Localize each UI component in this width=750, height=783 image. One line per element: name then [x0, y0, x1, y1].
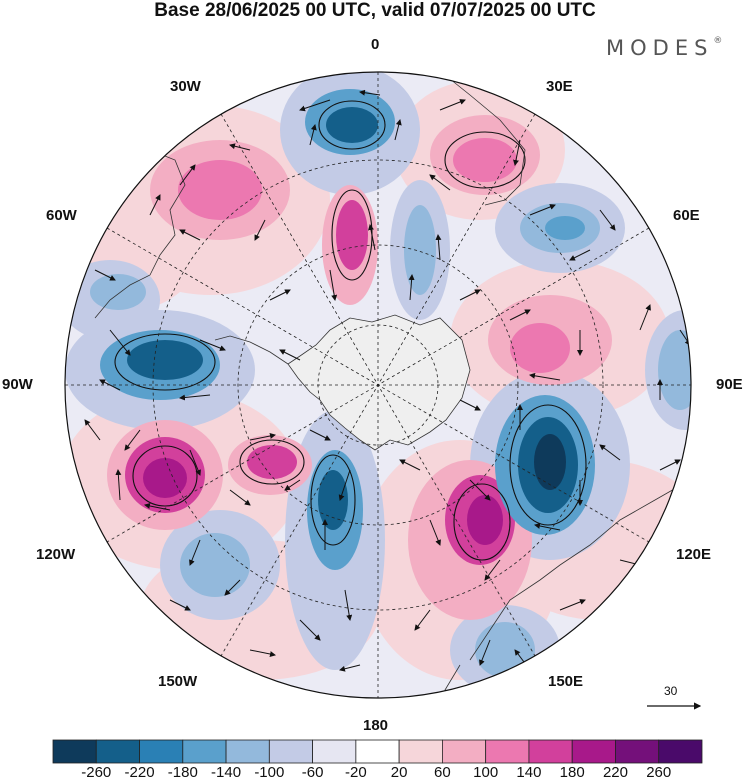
antarctica-landmass: [287, 314, 471, 451]
map-border: [64, 71, 692, 699]
colorbar-swatch: [225, 739, 270, 764]
anomaly-negative-core: [534, 434, 566, 490]
colorbar-tick-label: -220: [124, 764, 155, 781]
vector-scale-label: 30: [664, 684, 678, 698]
brand-name: MODES: [606, 36, 714, 60]
anomaly-negative-core: [318, 470, 348, 530]
lon-label-120e: 120E: [676, 546, 712, 563]
lon-label-150e: 150E: [548, 673, 584, 690]
colorbar-swatch: [441, 739, 487, 764]
colorbar-tick-label: -260: [81, 764, 112, 781]
colorbar-tick-label: -140: [211, 764, 242, 781]
lon-label-180: 180: [363, 717, 389, 734]
colorbar-tick-label: 20: [390, 764, 408, 781]
wind-vectors: [84, 89, 691, 672]
lon-label-120w: 120W: [36, 546, 76, 563]
colorbar-swatch: [312, 739, 357, 764]
colorbar-swatch: [52, 739, 97, 764]
lon-label-0: 0: [371, 36, 380, 53]
colorbar-swatch: [268, 739, 314, 764]
colorbar-tick-label: 140: [516, 764, 542, 781]
colorbar-swatch: [658, 739, 703, 764]
africa-coast: [444, 74, 526, 206]
anomaly-positive-core: [336, 200, 368, 270]
anomaly-negative-core: [475, 622, 535, 678]
colorbar-tick-label: -100: [254, 764, 285, 781]
graticule: [65, 72, 691, 698]
colorbar-swatch: [528, 739, 573, 764]
colorbar-swatch: [615, 739, 660, 764]
lon-label-150w: 150W: [158, 673, 198, 690]
colorbar-tick-label: 180: [559, 764, 585, 781]
colorbar-swatch: [485, 739, 530, 764]
anomaly-negative-core: [127, 340, 203, 380]
colorbar-swatch: [398, 739, 443, 764]
colorbar-tick-label: 220: [602, 764, 628, 781]
anomaly-positive-core: [178, 160, 262, 220]
colorbar-swatch: [139, 739, 184, 764]
anomaly-negative-core: [90, 274, 146, 310]
anomaly-positive-core: [467, 495, 503, 545]
colorbar-tick-label: 260: [646, 764, 672, 781]
lon-label-30w: 30W: [170, 78, 201, 95]
colorbar-tick-label: -60: [301, 764, 324, 781]
anomaly-field: [65, 72, 691, 698]
antarctic-peninsula: [214, 335, 289, 365]
anomaly-negative-core: [545, 216, 585, 240]
colorbar: [52, 739, 703, 764]
lon-label-90e: 90E: [716, 376, 743, 393]
map-title: Base 28/06/2025 00 UTC, valid 07/07/2025…: [154, 0, 596, 21]
colorbar-tick-label: -180: [167, 764, 198, 781]
anomaly-positive-core: [510, 323, 570, 373]
anomaly-positive-core: [247, 445, 297, 479]
colorbar-tick-label: -20: [345, 764, 367, 781]
lon-label-60w: 60W: [46, 207, 77, 224]
anomaly-positive-core: [453, 138, 517, 182]
colorbar-swatch: [182, 739, 227, 764]
anomaly-negative-core: [404, 205, 436, 295]
lon-label-90w: 90W: [2, 376, 33, 393]
anomaly-negative-core: [658, 330, 691, 410]
registered-mark: ®: [713, 36, 723, 46]
coastlines: [94, 74, 691, 698]
new-zealand-coast: [444, 664, 461, 698]
australia-coast: [469, 479, 691, 661]
lon-label-60e: 60E: [673, 207, 700, 224]
lon-label-30e: 30E: [546, 78, 573, 95]
colorbar-swatch: [95, 739, 140, 764]
colorbar-tick-label: 60: [434, 764, 451, 781]
anomaly-negative-core: [180, 533, 250, 597]
modes-logo: MODES®: [606, 36, 722, 60]
anomaly-negative-core: [326, 107, 378, 143]
colorbar-swatch: [355, 739, 400, 764]
colorbar-tick-label: 100: [473, 764, 499, 781]
colorbar-swatch: [571, 739, 616, 764]
anomaly-positive-core: [143, 458, 187, 498]
south-america-coast: [94, 149, 186, 319]
